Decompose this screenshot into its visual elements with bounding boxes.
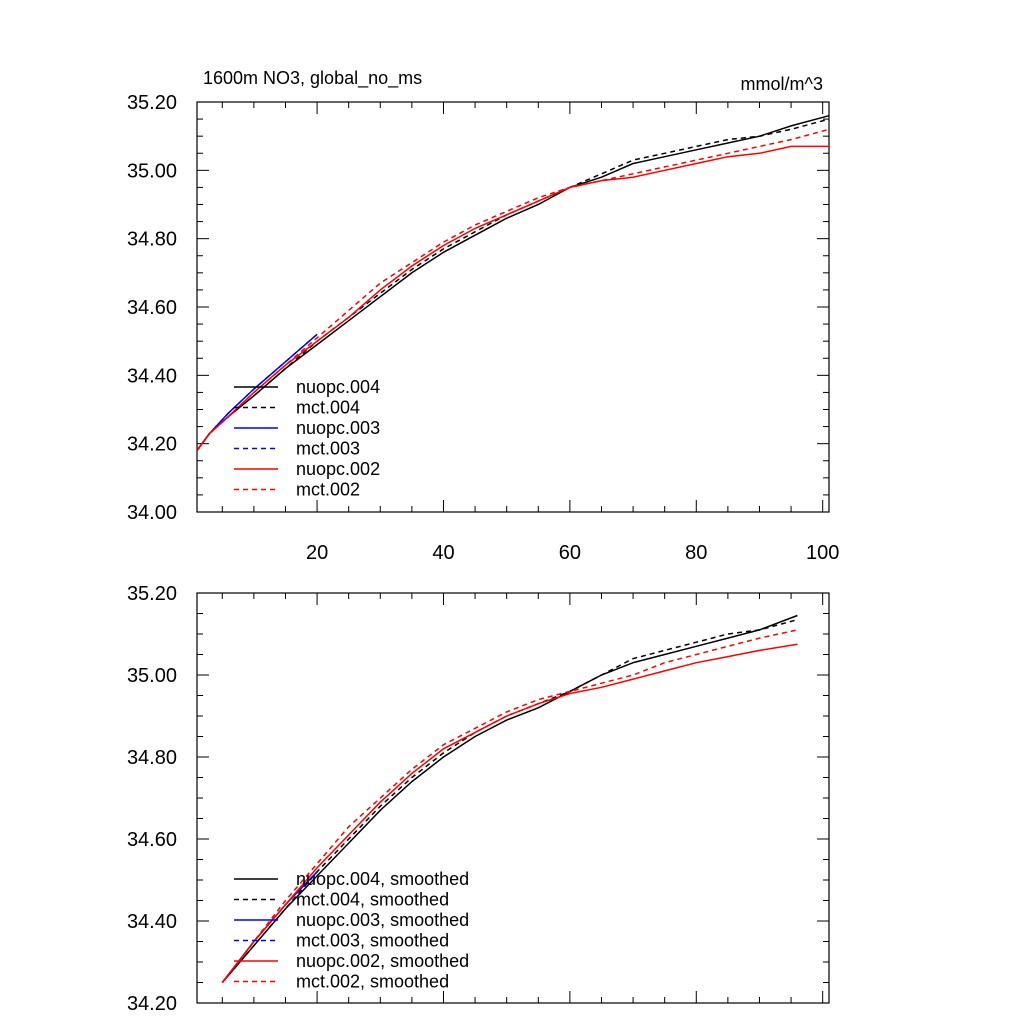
x-tick-label: 20: [306, 542, 328, 564]
y-tick-label: 35.00: [127, 665, 177, 687]
legend-label: mct.003, smoothed: [296, 931, 449, 951]
chart-panel-2: 34.20 34.40 34.60 34.80 35.00 35.20 nuopc.004,…: [127, 583, 830, 1015]
y-tick-label: 35.00: [127, 160, 177, 182]
legend-label: mct.004: [296, 398, 360, 418]
legend-label: mct.002: [296, 480, 360, 500]
chart-title: 1600m NO3, global_no_ms: [203, 68, 422, 89]
y-tick-label: 34.20: [127, 434, 177, 456]
legend-label: nuopc.004: [296, 377, 380, 397]
chart-units: mmol/m^3: [741, 74, 823, 94]
legend-label: mct.002, smoothed: [296, 972, 449, 992]
series-line-nuopc-002-smoothed: [221, 643, 798, 983]
series-line-nuopc-002: [196, 145, 829, 451]
series-line-mct-002: [196, 128, 830, 451]
legend-label: nuopc.003, smoothed: [296, 910, 469, 930]
legend-label: nuopc.002: [296, 459, 380, 479]
legend: nuopc.004mct.004nuopc.003mct.003nuopc.00…: [234, 377, 380, 500]
x-tick-label: 80: [685, 542, 707, 564]
x-tick-label: 60: [559, 542, 581, 564]
y-tick-label: 35.20: [127, 92, 177, 114]
y-tick-label: 34.20: [127, 993, 177, 1015]
legend-label: mct.003: [296, 439, 360, 459]
plot-frame: [196, 592, 830, 1004]
legend-label: nuopc.002, smoothed: [296, 951, 469, 971]
legend-label: nuopc.004, smoothed: [296, 869, 469, 889]
x-tick-label: 40: [432, 542, 454, 564]
y-tick-label: 34.60: [127, 297, 177, 319]
series-line-nuopc-004-smoothed: [221, 614, 798, 983]
y-tick-label: 34.00: [127, 502, 177, 524]
chart-panel-1: 1600m NO3, global_no_ms mmol/m^3 34.00 34.2…: [127, 68, 839, 564]
series-line-mct-002-smoothed: [221, 629, 798, 983]
y-tick-label: 34.40: [127, 911, 177, 933]
y-tick-label: 35.20: [127, 583, 177, 605]
series-line-mct-004: [196, 118, 830, 451]
legend-label: mct.004, smoothed: [296, 890, 449, 910]
y-tick-label: 34.40: [127, 365, 177, 387]
x-tick-label: 100: [806, 542, 839, 564]
y-tick-label: 34.80: [127, 229, 177, 251]
series-line-nuopc-004: [196, 114, 830, 451]
series-line-mct-003: [196, 333, 318, 451]
y-tick-label: 34.80: [127, 747, 177, 769]
y-tick-label: 34.60: [127, 829, 177, 851]
plot-frame: [196, 101, 830, 513]
legend-label: nuopc.003: [296, 418, 380, 438]
